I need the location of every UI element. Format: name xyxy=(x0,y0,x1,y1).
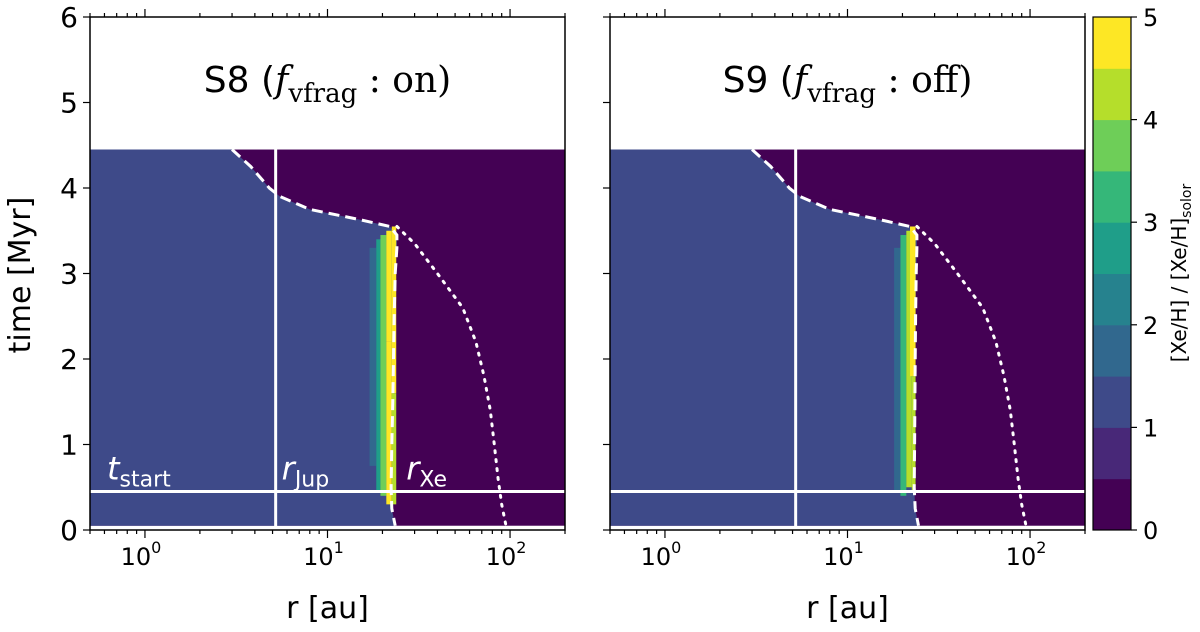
colorbar-frame xyxy=(1092,16,1132,531)
colorbar-swatch xyxy=(1093,17,1131,69)
x-tick-label: 102 xyxy=(486,538,527,571)
r-jup-label: rJup xyxy=(282,450,330,493)
colorbar-swatch xyxy=(1093,427,1131,480)
x-tick-label: 100 xyxy=(641,538,682,571)
t-start-label: tstart xyxy=(107,450,171,493)
heatmap-cell xyxy=(894,247,901,492)
y-tick-label: 3 xyxy=(60,258,78,291)
colorbar-swatch xyxy=(1093,222,1131,274)
x-tick-label: 101 xyxy=(823,538,864,571)
heatmap-cell xyxy=(391,226,397,394)
colorbar: 0 1 2 3 4 5 [Xe/H] / [Xe/H]solor xyxy=(1092,4,1195,545)
x-tick-label: 101 xyxy=(303,538,344,571)
y-tick-label: 1 xyxy=(60,429,78,462)
r-xe-dashed-line xyxy=(750,148,920,526)
r-xe-label: rXe xyxy=(406,450,447,493)
x-tick-label: 100 xyxy=(121,538,162,571)
colorbar-tick-label: 1 xyxy=(1143,414,1158,442)
y-tick-label: 6 xyxy=(60,1,78,34)
y-tick-label: 0 xyxy=(60,514,78,547)
heatmap-inner-region xyxy=(610,149,919,526)
colorbar-swatch xyxy=(1093,376,1131,428)
x-axis-label: r [au] xyxy=(806,591,889,626)
panel-s8: S8 (fvfrag : on)tstart rJup rXe 100 101 102 … xyxy=(60,1,566,626)
x-axis-label: r [au] xyxy=(286,591,369,626)
heatmap-cell xyxy=(380,235,387,496)
colorbar-swatch xyxy=(1093,478,1131,531)
colorbar-tick-label: 3 xyxy=(1143,209,1158,237)
y-tick-label: 2 xyxy=(60,343,78,376)
heatmap-cell xyxy=(369,247,377,466)
heatmap-cell xyxy=(900,235,907,496)
colorbar-tick-label: 2 xyxy=(1143,312,1158,340)
colorbar-swatch xyxy=(1093,324,1131,377)
dotted-line xyxy=(395,225,508,528)
panel-title: S9 (fvfrag : off) xyxy=(723,60,973,109)
colorbar-swatch xyxy=(1093,273,1131,326)
heatmap-cell xyxy=(391,393,397,505)
y-tick-label: 5 xyxy=(60,87,78,120)
heatmap-cell xyxy=(376,239,381,492)
heatmap-cell xyxy=(906,230,912,488)
colorbar-tick-label: 4 xyxy=(1143,107,1158,135)
heatmap-cell xyxy=(386,230,392,342)
colorbar-swatch xyxy=(1093,68,1131,121)
heatmap-cell xyxy=(386,341,392,505)
r-xe-dashed-line xyxy=(230,148,399,526)
dotted-line xyxy=(915,225,1028,528)
x-tick-label: 102 xyxy=(1006,538,1047,571)
colorbar-tick-label: 0 xyxy=(1143,517,1158,545)
heatmap-cell xyxy=(910,226,916,377)
y-axis-label: time [Myr] xyxy=(3,197,38,354)
heatmap-inner-region xyxy=(90,149,397,526)
colorbar-swatch xyxy=(1093,119,1131,172)
colorbar-swatch xyxy=(1093,170,1131,223)
panel-s9: S9 (fvfrag : off) 100 101 102 r [au] xyxy=(603,9,1086,626)
colorbar-label: [Xe/H] / [Xe/H]solor xyxy=(1167,184,1195,363)
colorbar-tick-label: 5 xyxy=(1143,4,1158,32)
y-tick-label: 4 xyxy=(60,172,78,205)
panel-title: S8 (fvfrag : on) xyxy=(204,60,451,109)
